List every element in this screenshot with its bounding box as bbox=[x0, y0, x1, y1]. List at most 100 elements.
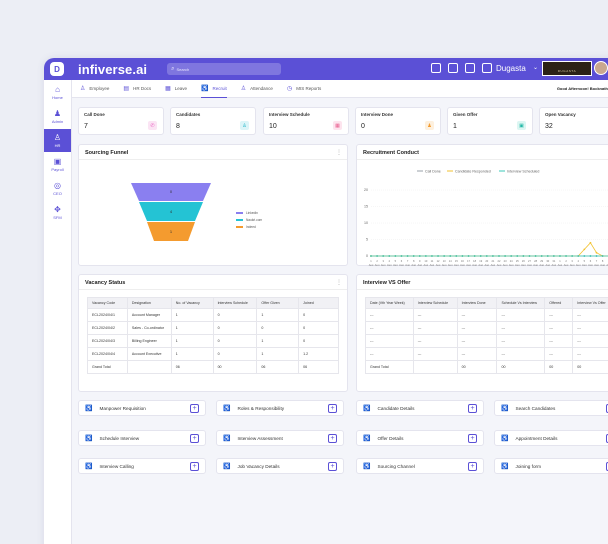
app-logo[interactable]: D bbox=[50, 62, 64, 76]
table-cell: 0 bbox=[298, 334, 339, 348]
action-offer-details[interactable]: ♿ Offer Details + bbox=[356, 430, 484, 446]
sidebar: ⌂ Home ♟ Admin ♙ HR ▣ Payroll ◎ CEO ✥ SFM bbox=[44, 80, 72, 544]
x-tick-month: Aug bbox=[564, 263, 569, 266]
add-icon[interactable]: + bbox=[190, 462, 199, 471]
tab-mis-reports[interactable]: ◷ MIS Reports bbox=[287, 80, 321, 98]
add-icon[interactable]: + bbox=[606, 462, 608, 471]
more-icon[interactable]: ⋮ bbox=[336, 280, 342, 286]
x-tick-month: Aug bbox=[570, 263, 575, 266]
column-header[interactable]: Joined bbox=[298, 297, 339, 309]
add-icon[interactable]: + bbox=[606, 404, 608, 413]
table-cell: 1 bbox=[170, 308, 214, 322]
logout-icon[interactable] bbox=[482, 63, 492, 73]
add-icon[interactable]: + bbox=[606, 434, 608, 443]
column-header[interactable]: Interview Schedule bbox=[412, 297, 458, 309]
action-sourcing-channel[interactable]: ♿ Sourcing Channel + bbox=[356, 458, 484, 474]
x-tick-month: Aug bbox=[430, 263, 435, 266]
add-icon[interactable]: + bbox=[328, 462, 337, 471]
sidebar-item-hr[interactable]: ♙ HR bbox=[44, 129, 71, 152]
add-icon[interactable]: + bbox=[468, 404, 477, 413]
x-tick-month: Aug bbox=[600, 263, 605, 266]
stat-card-candidates[interactable]: Candidates 8 ♙ bbox=[170, 107, 256, 135]
tab-recruit[interactable]: ♿ Recruit bbox=[201, 80, 227, 98]
search-input[interactable]: ⌕ Search bbox=[167, 63, 282, 75]
table-row: Grand Total 06 00 06 06 bbox=[87, 360, 339, 374]
table-cell: 0 bbox=[212, 308, 258, 322]
x-tick-label: 22 bbox=[498, 259, 501, 263]
column-header[interactable]: No. of Vacancy bbox=[170, 297, 214, 309]
hr-docs-icon: ▤ bbox=[123, 86, 130, 92]
x-tick-label: 3 bbox=[382, 259, 384, 263]
x-tick-label: 1 bbox=[370, 259, 372, 263]
add-icon[interactable]: + bbox=[190, 404, 199, 413]
column-header[interactable]: Interview Schedule bbox=[212, 297, 258, 309]
table-cell: 0 bbox=[298, 308, 339, 322]
add-icon[interactable]: + bbox=[328, 434, 337, 443]
sidebar-item-sfm[interactable]: ✥ SFM bbox=[44, 201, 71, 224]
column-header[interactable]: Offer Given bbox=[256, 297, 300, 309]
recruit-icon: ♿ bbox=[363, 463, 371, 470]
action-interview-calling[interactable]: ♿ Interview Calling + bbox=[78, 458, 206, 474]
action-roles-responsibility[interactable]: ♿ Roles & Responsibility + bbox=[216, 400, 344, 416]
action-job-vacancy-details[interactable]: ♿ Job Vacancy Details + bbox=[216, 458, 344, 474]
action-appointment-details[interactable]: ♿ Appointment Details + bbox=[494, 430, 608, 446]
table-cell: --- bbox=[544, 334, 574, 348]
user-name[interactable]: Dugasta bbox=[496, 64, 526, 73]
x-tick-month: Aug bbox=[472, 263, 477, 266]
add-icon[interactable]: + bbox=[468, 462, 477, 471]
x-tick-month: Aug bbox=[527, 263, 532, 266]
table-header-row: Vacancy Code Designation No. of Vacancy Int… bbox=[87, 297, 339, 309]
series-point bbox=[400, 255, 403, 257]
recruit-icon: ♿ bbox=[223, 435, 231, 442]
add-icon[interactable]: + bbox=[190, 434, 199, 443]
external-link-icon[interactable] bbox=[431, 63, 441, 73]
sidebar-item-ceo[interactable]: ◎ CEO bbox=[44, 177, 71, 200]
sidebar-item-payroll[interactable]: ▣ Payroll bbox=[44, 153, 71, 176]
divider bbox=[79, 159, 347, 160]
tab-label: Recruit bbox=[212, 85, 227, 91]
add-icon[interactable]: + bbox=[328, 404, 337, 413]
expand-icon[interactable] bbox=[465, 63, 475, 73]
column-header[interactable]: Interview Done bbox=[456, 297, 498, 309]
action-candidate-details[interactable]: ♿ Candidate Details + bbox=[356, 400, 484, 416]
tab-employee[interactable]: ♙ Employee bbox=[80, 80, 109, 98]
sidebar-item-label: Admin bbox=[51, 118, 64, 124]
video-icon[interactable] bbox=[448, 63, 458, 73]
stat-card-interview-done[interactable]: Interview Done 0 ♟ bbox=[355, 107, 441, 135]
stat-card-open-vacancy[interactable]: Open Vacancy 32 bbox=[539, 107, 608, 135]
action-schedule-interview[interactable]: ♿ Schedule Interview + bbox=[78, 430, 206, 446]
action-joining-form[interactable]: ♿ Joining form + bbox=[494, 458, 608, 474]
column-header[interactable]: Offered bbox=[544, 297, 574, 309]
stat-card-given-offer[interactable]: Given Offer 1 ▣ bbox=[447, 107, 533, 135]
table-cell: --- bbox=[496, 321, 546, 335]
x-tick-label: 3 bbox=[571, 259, 573, 263]
table-cell: 1 bbox=[256, 347, 300, 361]
column-header[interactable]: Date (Vth Year Week) bbox=[365, 297, 414, 309]
column-header[interactable]: Designation bbox=[126, 297, 172, 309]
more-icon[interactable]: ⋮ bbox=[336, 150, 342, 156]
sidebar-item-home[interactable]: ⌂ Home bbox=[44, 81, 71, 104]
sidebar-item-admin[interactable]: ♟ Admin bbox=[44, 105, 71, 128]
tab-attendance[interactable]: ♙ Attendance bbox=[241, 80, 273, 98]
table-row: ECL2024/04/2 Sales - Co-ordinator 1 0 0 0 bbox=[87, 321, 339, 335]
column-header[interactable]: Schedule Vs Interview bbox=[496, 297, 546, 309]
table-cell: 1 bbox=[170, 321, 214, 335]
tab-hr-docs[interactable]: ▤ HR Docs bbox=[123, 80, 151, 98]
action-manpower-requisition[interactable]: ♿ Manpower Requisition + bbox=[78, 400, 206, 416]
chevron-down-icon[interactable]: ⌄ bbox=[533, 65, 539, 71]
column-header[interactable]: Interview Vs Offer bbox=[572, 297, 608, 309]
column-header[interactable]: Vacancy Code bbox=[87, 297, 128, 309]
table-cell: 06 bbox=[170, 360, 214, 374]
x-tick-month: Aug bbox=[588, 263, 593, 266]
mis-reports-icon: ◷ bbox=[286, 86, 293, 92]
x-tick-label: 14 bbox=[449, 259, 452, 263]
action-label: Appointment Details bbox=[515, 435, 558, 441]
action-search-candidates[interactable]: ♿ Search Candidates + bbox=[494, 400, 608, 416]
add-icon[interactable]: + bbox=[468, 434, 477, 443]
stat-card-call-done[interactable]: Call Done 7 ✆ bbox=[78, 107, 164, 135]
stat-card-interview-schedule[interactable]: Interview Schedule 10 ▦ bbox=[263, 107, 349, 135]
action-interview-assessment[interactable]: ♿ Interview Assessment + bbox=[216, 430, 344, 446]
series-point bbox=[559, 255, 561, 257]
avatar[interactable] bbox=[594, 61, 608, 75]
tab-leave[interactable]: ▦ Leave bbox=[165, 80, 187, 98]
